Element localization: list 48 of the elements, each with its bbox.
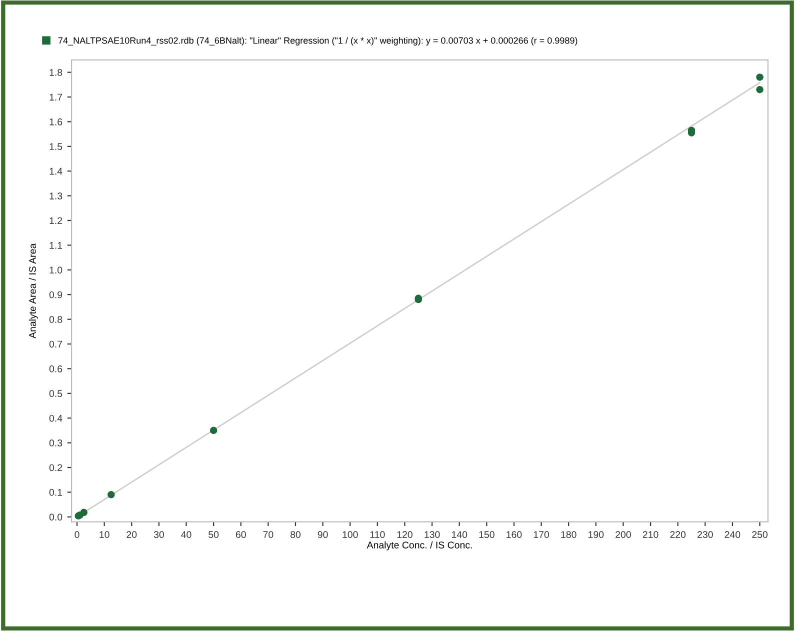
x-tick-label: 20	[126, 531, 137, 538]
x-tick-label: 200	[616, 531, 631, 538]
x-tick-label: 90	[318, 531, 328, 538]
y-tick-label: 0.4	[49, 414, 62, 422]
x-tick-label: 170	[534, 531, 550, 538]
y-tick-label: 0.3	[49, 440, 62, 446]
x-tick-label: 80	[290, 531, 301, 538]
x-tick-label: 190	[588, 531, 604, 538]
y-tick-label: 1.0	[50, 266, 62, 274]
x-tick-label: 110	[370, 531, 385, 538]
x-tick-label: 0	[74, 531, 80, 538]
x-tick-label: 210	[642, 531, 658, 538]
y-tick-label: 0.7	[49, 340, 62, 348]
x-tick-label: 30	[154, 531, 164, 538]
y-tick-label: 0.0	[49, 514, 62, 521]
x-tick-label: 180	[561, 531, 576, 538]
x-tick-label: 160	[506, 531, 522, 538]
x-tick-label: 220	[670, 531, 686, 538]
y-tick-label: 1.4	[50, 168, 62, 175]
y-axis-title: Analyte Area / IS Area	[28, 243, 38, 338]
x-tick-label: 120	[397, 531, 412, 538]
y-tick-label: 1.2	[50, 217, 62, 224]
x-tick-label: 60	[236, 531, 246, 538]
y-tick-label: 1.7	[50, 94, 62, 101]
y-tick-label: 0.8	[49, 316, 62, 323]
y-tick-label: 1.8	[50, 69, 62, 76]
x-tick-label: 240	[724, 531, 740, 538]
y-tick-label: 1.5	[50, 143, 62, 150]
x-tick-label: 140	[452, 531, 468, 538]
x-tick-label: 40	[181, 531, 192, 538]
x-tick-label: 130	[424, 531, 440, 538]
y-tick-label: 0.9	[49, 291, 62, 298]
y-tick-label: 0.6	[49, 365, 62, 372]
y-tick-label: 1.6	[50, 118, 62, 126]
x-tick-label: 50	[208, 531, 219, 538]
x-tick-label: 250	[752, 531, 768, 538]
x-axis-title: Analyte Conc. / IS Conc.	[366, 541, 472, 550]
y-tick-label: 1.1	[50, 242, 62, 249]
x-tick-label: 10	[100, 531, 110, 538]
x-tick-label: 100	[342, 531, 358, 538]
legend-label: 74_NALTPSAE10Run4_rss02.rdb (74_6BNalt): "Linear" Regression ("1 / (x * x)" weighting): y = 0.00703 x + 0.000266 (r = 0.9989)	[58, 37, 578, 46]
x-tick-label: 70	[263, 531, 274, 538]
y-tick-label: 0.5	[49, 390, 62, 398]
x-tick-label: 150	[479, 531, 494, 538]
y-tick-label: 1.3	[50, 192, 62, 200]
x-tick-label: 230	[698, 531, 713, 538]
y-tick-label: 0.2	[49, 464, 62, 472]
y-tick-label: 0.1	[49, 488, 62, 496]
